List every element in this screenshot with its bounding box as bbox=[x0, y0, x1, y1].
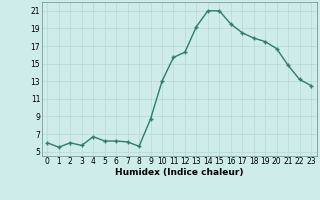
X-axis label: Humidex (Indice chaleur): Humidex (Indice chaleur) bbox=[115, 168, 244, 177]
